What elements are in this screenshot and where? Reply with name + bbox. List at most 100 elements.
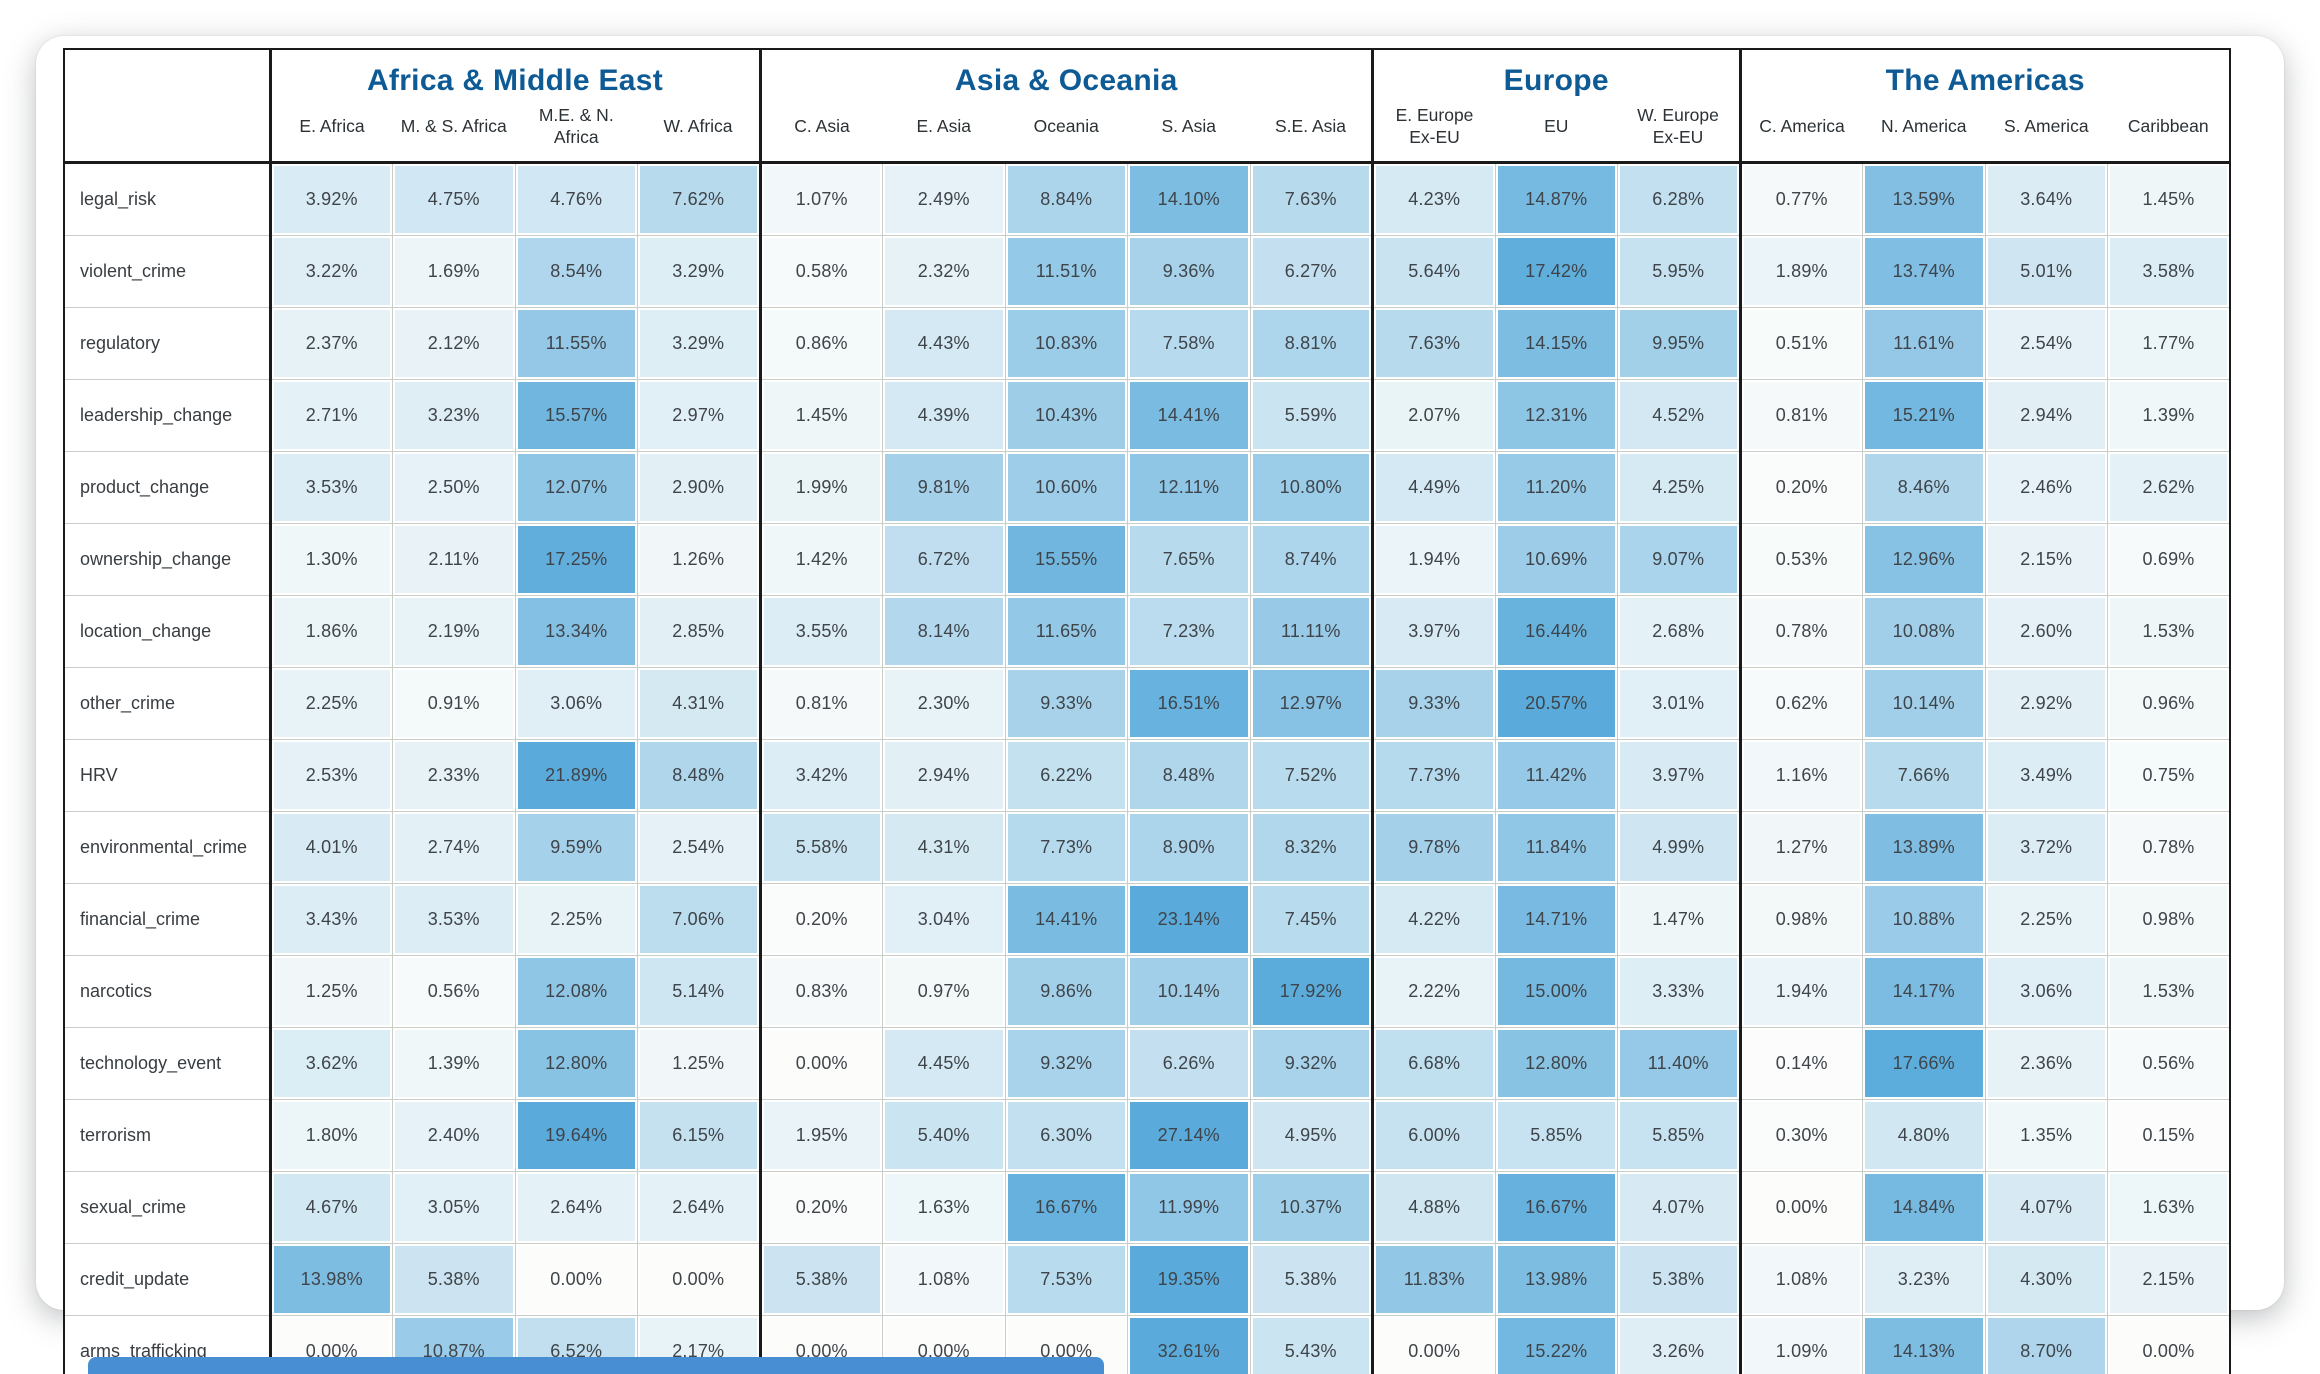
column-header: S. Asia — [1127, 103, 1250, 163]
heatmap-cell: 10.60% — [1004, 450, 1128, 524]
heatmap-cell: 5.40% — [882, 1098, 1006, 1172]
table-row: violent_crime 3.22% 1.69% 8.54% 3.29% 0.58% 2.… — [64, 234, 2231, 308]
heatmap-cell: 5.38% — [1617, 1242, 1741, 1316]
heatmap-cell: 4.31% — [637, 666, 761, 740]
heatmap-cell: 4.45% — [882, 1026, 1006, 1100]
heatmap-cell: 0.30% — [1738, 1098, 1863, 1172]
heatmap-cell: 1.16% — [1738, 738, 1863, 812]
heatmap-cell: 8.74% — [1249, 522, 1373, 596]
heatmap-cell: 13.98% — [268, 1242, 393, 1316]
heatmap-cell: 3.06% — [1984, 954, 2108, 1028]
row-label: sexual_crime — [64, 1170, 271, 1244]
heatmap-cell: 2.07% — [1371, 378, 1496, 452]
heatmap-cell: 2.71% — [268, 378, 393, 452]
table-row: terrorism 1.80% 2.40% 19.64% 6.15% 1.95% 5.40%… — [64, 1098, 2231, 1172]
heatmap-cell: 0.00% — [514, 1242, 638, 1316]
horizontal-scrollbar-thumb[interactable] — [88, 1357, 1104, 1374]
heatmap-cell: 0.86% — [758, 306, 883, 380]
heatmap-cell: 16.67% — [1494, 1170, 1618, 1244]
heatmap-cell: 9.36% — [1127, 234, 1251, 308]
heatmap-cell: 27.14% — [1127, 1098, 1251, 1172]
heatmap-cell: 4.23% — [1371, 161, 1496, 236]
heatmap-cell: 2.46% — [1984, 450, 2108, 524]
heatmap-cell: 6.30% — [1004, 1098, 1128, 1172]
heatmap-cell: 4.43% — [882, 306, 1006, 380]
column-header: E. Europe Ex-EU — [1371, 103, 1495, 163]
heatmap-cell: 4.67% — [268, 1170, 393, 1244]
column-header: M.E. & N. Africa — [515, 103, 638, 163]
table-row: product_change 3.53% 2.50% 12.07% 2.90% 1.99%… — [64, 450, 2231, 524]
heatmap-cell: 4.52% — [1617, 378, 1741, 452]
heatmap-cell: 11.11% — [1249, 594, 1373, 668]
heatmap-cell: 17.66% — [1862, 1026, 1986, 1100]
heatmap-cell: 0.98% — [2107, 882, 2231, 956]
column-header: E. Asia — [882, 103, 1005, 163]
heatmap-cell: 2.32% — [882, 234, 1006, 308]
heatmap-cell: 2.37% — [268, 306, 393, 380]
region-group-header: Europe — [1371, 49, 1740, 103]
heatmap-cell: 11.20% — [1494, 450, 1618, 524]
heatmap-cell: 0.91% — [392, 666, 516, 740]
row-label: environmental_crime — [64, 810, 271, 884]
heatmap-cell: 2.94% — [1984, 378, 2108, 452]
header-columns-row: E. Africa M. & S. Africa M.E. & N. Africa W… — [64, 103, 2230, 163]
heatmap-cell: 11.84% — [1494, 810, 1618, 884]
heatmap-cell: 13.34% — [514, 594, 638, 668]
heatmap-cell: 19.35% — [1127, 1242, 1251, 1316]
heatmap-cell: 7.66% — [1862, 738, 1986, 812]
heatmap-cell: 0.62% — [1738, 666, 1863, 740]
region-group-header: Asia & Oceania — [758, 49, 1373, 103]
heatmap-cell: 9.95% — [1617, 306, 1741, 380]
heatmap-cell: 0.00% — [1371, 1314, 1496, 1374]
heatmap-cell: 15.21% — [1862, 378, 1986, 452]
heatmap-cell: 1.94% — [1371, 522, 1496, 596]
heatmap-cell: 8.48% — [637, 738, 761, 812]
table-header: Africa & Middle East Asia & Oceania Europe… — [64, 49, 2230, 163]
heatmap-cell: 2.92% — [1984, 666, 2108, 740]
heatmap-cell: 0.20% — [758, 1170, 883, 1244]
column-header: N. America — [1862, 103, 1985, 163]
heatmap-cell: 9.32% — [1004, 1026, 1128, 1100]
heatmap-cell: 11.65% — [1004, 594, 1128, 668]
heatmap-cell: 5.85% — [1494, 1098, 1618, 1172]
heatmap-cell: 1.39% — [2107, 378, 2231, 452]
heatmap-cell: 0.78% — [2107, 810, 2231, 884]
heatmap-cell: 12.96% — [1862, 522, 1986, 596]
heatmap-cell: 1.99% — [758, 450, 883, 524]
heatmap-cell: 9.33% — [1371, 666, 1496, 740]
heatmap-cell: 5.58% — [758, 810, 883, 884]
row-label: financial_crime — [64, 882, 271, 956]
heatmap-cell: 0.81% — [758, 666, 883, 740]
heatmap-cell: 1.86% — [268, 594, 393, 668]
column-header: S. America — [1985, 103, 2108, 163]
heatmap-cell: 13.98% — [1494, 1242, 1618, 1316]
heatmap-cell: 0.78% — [1738, 594, 1863, 668]
heatmap-cell: 0.00% — [758, 1026, 883, 1100]
heatmap-cell: 9.78% — [1371, 810, 1496, 884]
table-row: narcotics 1.25% 0.56% 12.08% 5.14% 0.83% 0.97%… — [64, 954, 2231, 1028]
heatmap-cell: 8.81% — [1249, 306, 1373, 380]
heatmap-cell: 1.77% — [2107, 306, 2231, 380]
heatmap-cell: 1.53% — [2107, 594, 2231, 668]
heatmap-cell: 12.11% — [1127, 450, 1251, 524]
heatmap-cell: 1.08% — [882, 1242, 1006, 1316]
heatmap-cell: 1.69% — [392, 234, 516, 308]
heatmap-cell: 7.73% — [1004, 810, 1128, 884]
heatmap-cell: 1.42% — [758, 522, 883, 596]
column-header: EU — [1495, 103, 1618, 163]
heatmap-cell: 11.51% — [1004, 234, 1128, 308]
heatmap-cell: 14.41% — [1004, 882, 1128, 956]
row-label: ownership_change — [64, 522, 271, 596]
row-label: HRV — [64, 738, 271, 812]
heatmap-cell: 8.32% — [1249, 810, 1373, 884]
table-row: other_crime 2.25% 0.91% 3.06% 4.31% 0.81% 2.30… — [64, 666, 2231, 740]
heatmap-cell: 2.25% — [514, 882, 638, 956]
heatmap-cell: 15.00% — [1494, 954, 1618, 1028]
heatmap-cell: 1.25% — [637, 1026, 761, 1100]
heatmap-cell: 10.88% — [1862, 882, 1986, 956]
heatmap-cell: 2.12% — [392, 306, 516, 380]
heatmap-cell: 6.68% — [1371, 1026, 1496, 1100]
heatmap-cell: 2.94% — [882, 738, 1006, 812]
heatmap-cell: 4.76% — [514, 161, 638, 236]
